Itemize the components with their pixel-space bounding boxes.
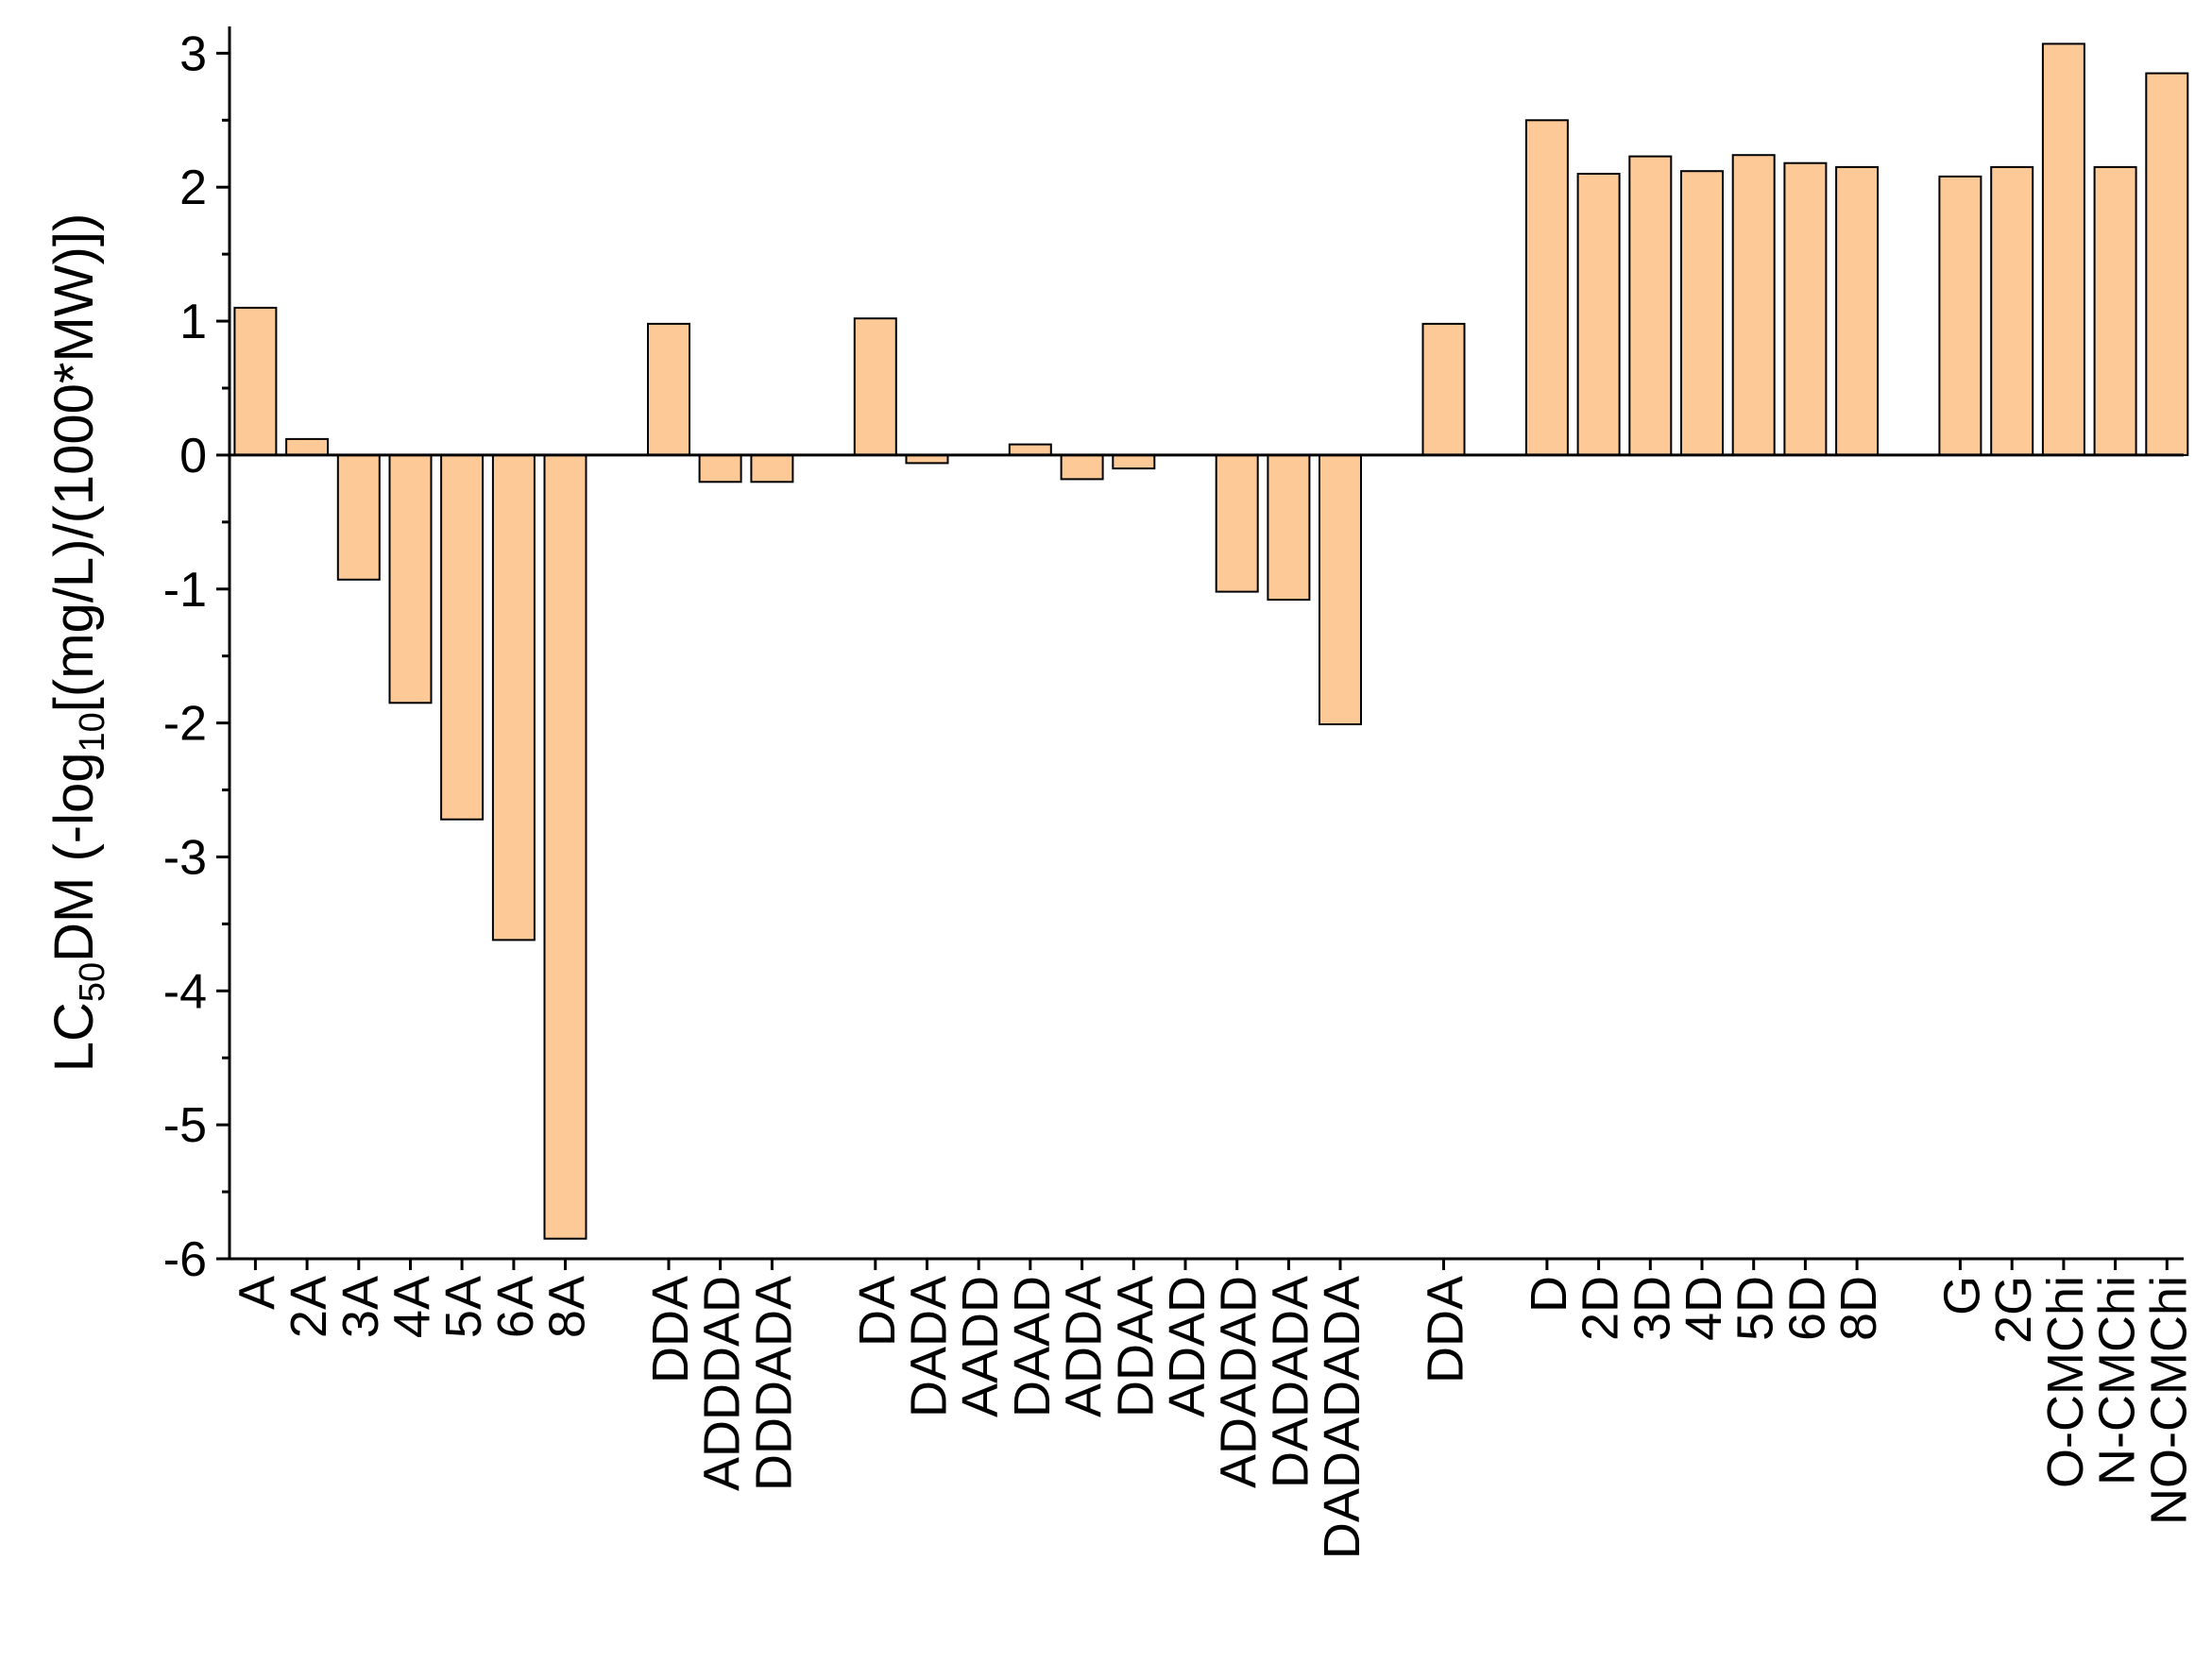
bar-da-10: [853, 317, 897, 456]
bar-2d-22: [1576, 173, 1621, 456]
bar-3d-23: [1628, 155, 1673, 456]
bar-d-21: [1524, 119, 1569, 456]
x-tick-label: 6A: [487, 1276, 544, 1338]
y-axis-label-part: 50: [73, 962, 112, 1002]
x-tick-label: 3A: [332, 1276, 389, 1338]
x-tick-label: N-CMChi: [2089, 1276, 2146, 1485]
x-tick-label: DADADA: [1262, 1276, 1319, 1488]
x-tick-label: G: [1933, 1276, 1990, 1315]
x-tick-label: DAAD: [1004, 1276, 1061, 1417]
bar-adddad-8: [698, 453, 742, 483]
y-tick-label: -4: [163, 964, 207, 1019]
bar-adda-14: [1060, 453, 1104, 481]
bar-4d-24: [1680, 170, 1724, 456]
x-tick-label: DDDADA: [745, 1276, 802, 1491]
bar-a-0: [233, 306, 278, 456]
x-tick-label: 3D: [1624, 1276, 1680, 1341]
bar-3a-2: [336, 453, 381, 581]
x-tick-label: DADA: [901, 1276, 958, 1417]
bar-8d-27: [1835, 165, 1880, 456]
bar-8a-6: [543, 453, 587, 1240]
x-tick-label: 4A: [384, 1276, 441, 1338]
bar-dddada-9: [750, 453, 794, 483]
bar-2g-29: [1990, 165, 2034, 456]
y-tick-label: -3: [163, 830, 207, 885]
bar-g-28: [1938, 175, 1982, 456]
y-tick-label: 3: [179, 26, 207, 81]
bar-adadad-17: [1215, 453, 1259, 593]
y-tick-label: -5: [163, 1098, 207, 1153]
y-axis-label-part: LC: [43, 1002, 105, 1072]
x-tick-label: DA: [849, 1276, 906, 1347]
axes-group: [228, 26, 2184, 1270]
y-axis-label-part: 10: [73, 712, 112, 752]
y-tick-label: 2: [179, 161, 207, 215]
bar-dadadada-19: [1319, 453, 1362, 725]
bar-dda-20: [1421, 322, 1466, 456]
bar-ddaa-15: [1112, 453, 1156, 470]
x-tick-label: 5D: [1727, 1276, 1784, 1341]
x-tick-label: ADADAD: [1211, 1276, 1268, 1488]
y-ticks-group: -6 -5 -4 -3 -2 -1 0 1 2 3: [163, 26, 230, 1287]
x-tick-label: ADDA: [1056, 1276, 1113, 1417]
bar-4a-3: [388, 453, 433, 704]
y-tick-label: 0: [179, 429, 207, 483]
x-tick-label: 2D: [1573, 1276, 1629, 1341]
y-axis-label-part: DM (-log: [43, 753, 105, 962]
x-tick-label: 8A: [539, 1276, 596, 1338]
bar-dda-7: [647, 322, 690, 456]
x-tick-label: 4D: [1676, 1276, 1732, 1341]
bar-5a-4: [440, 453, 485, 821]
x-tick-label: 5A: [435, 1276, 492, 1338]
x-tick-label: NO-CMChi: [2140, 1276, 2197, 1525]
x-tick-label: A: [229, 1276, 285, 1310]
x-tick-label: ADAD: [1159, 1276, 1216, 1417]
y-tick-label: -6: [163, 1232, 207, 1287]
x-tick-label: 2G: [1985, 1276, 2042, 1344]
bar-dadada-18: [1267, 453, 1311, 602]
x-tick-label: AADD: [952, 1276, 1009, 1417]
x-tick-label: DDAA: [1107, 1276, 1164, 1417]
x-tick-label: DADADADA: [1314, 1276, 1370, 1559]
bar-n-cmchi-31: [2093, 165, 2137, 456]
x-tick-label: DDA: [642, 1276, 699, 1383]
y-axis-label: LC50DM (-log10[(mg/L)/(1000*MW)]): [43, 213, 112, 1073]
x-tick-label: D: [1521, 1276, 1577, 1313]
y-tick-label: 1: [179, 295, 207, 349]
x-tick-label: O-CMChi: [2037, 1276, 2094, 1488]
bar-6d-26: [1783, 161, 1828, 456]
bar-o-cmchi-30: [2041, 42, 2085, 456]
y-tick-label: -2: [163, 697, 207, 752]
bar-6a-5: [491, 453, 536, 941]
x-tick-label: 6D: [1778, 1276, 1835, 1341]
bar-no-cmchi-32: [2145, 72, 2189, 456]
x-tick-label: 8D: [1830, 1276, 1887, 1341]
y-tick-label: -1: [163, 563, 207, 618]
x-tick-label: ADDDAD: [694, 1276, 751, 1491]
x-tick-label: DDA: [1418, 1276, 1474, 1383]
bar-daad-13: [1008, 443, 1052, 456]
bar-5d-25: [1731, 154, 1776, 456]
x-tick-label: 2A: [281, 1276, 337, 1338]
bar-2a-1: [285, 437, 330, 456]
bars-group: [233, 42, 2189, 1240]
y-axis-label-part: [(mg/L)/(1000*MW)]): [43, 213, 105, 713]
